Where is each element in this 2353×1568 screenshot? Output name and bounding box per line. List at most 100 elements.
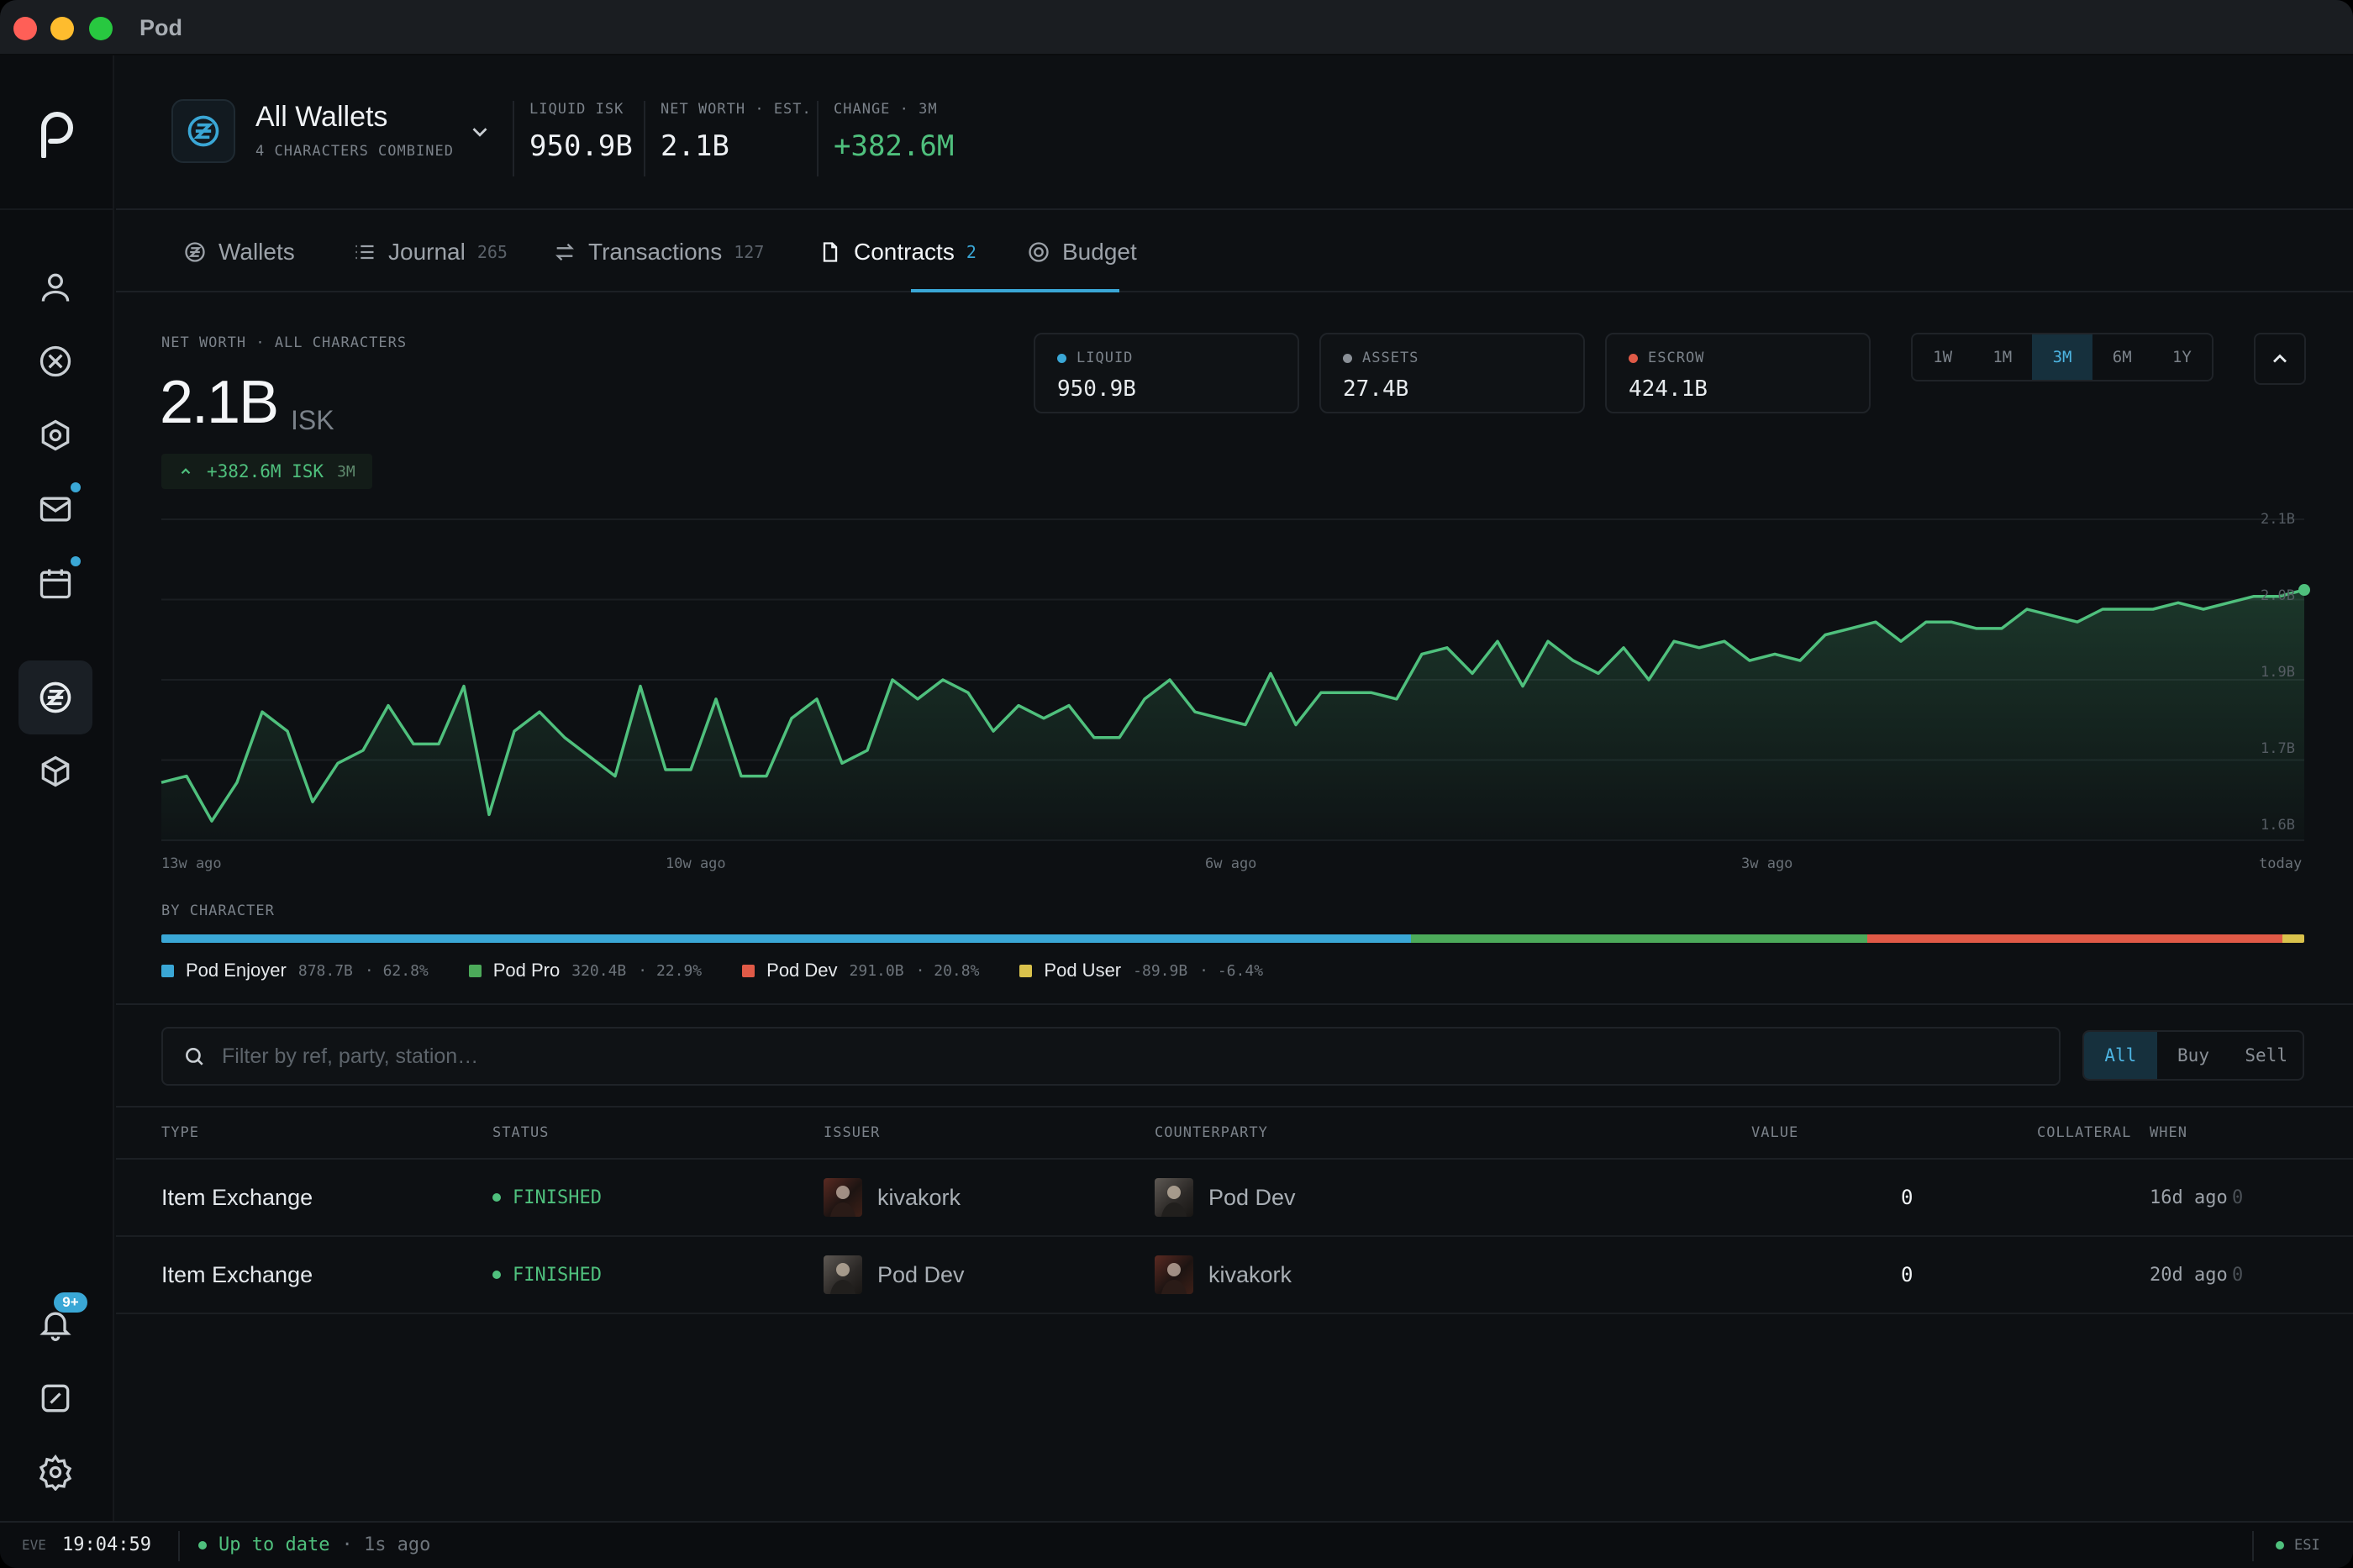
stat-liquid-isk: LIQUID ISK 950.9B <box>513 101 633 176</box>
kpi-value: 950.9B <box>1057 376 1136 402</box>
networth-label: NET WORTH · ALL CHARACTERS <box>161 334 408 351</box>
kpi-assets: ASSETS 27.4B <box>1319 333 1585 413</box>
sidebar-item-skills[interactable] <box>18 324 92 398</box>
cell-issuer[interactable]: Pod Dev <box>824 1237 965 1313</box>
wallet-selector-icon-box[interactable] <box>171 99 235 163</box>
avatar <box>1155 1178 1193 1217</box>
column-header-issuer[interactable]: ISSUER <box>824 1124 881 1141</box>
range-1w[interactable]: 1W <box>1933 348 1953 366</box>
status-dot <box>492 1193 501 1202</box>
cell-collateral: 0 <box>2232 1264 2244 1286</box>
x-tick-label: 13w ago <box>161 855 222 872</box>
sidebar-item-settings[interactable] <box>18 1435 92 1509</box>
by-character-segment <box>161 934 1411 943</box>
wallet-icon <box>39 681 71 713</box>
stat-label: NET WORTH · EST. <box>661 101 812 118</box>
tab-label: Wallets <box>218 239 295 265</box>
section-divider <box>116 1003 2353 1005</box>
fitting-icon <box>41 419 70 451</box>
legend-swatch <box>1019 964 1033 977</box>
range-1y[interactable]: 1Y <box>2171 348 2192 366</box>
filter-all[interactable]: All <box>2084 1032 2157 1079</box>
tab-budget[interactable]: Budget <box>1003 212 1161 292</box>
status-bar: EVE 19:04:59 Up to date · 1s ago ESI <box>0 1521 2353 1568</box>
collapse-chart-button[interactable] <box>2254 333 2306 385</box>
cell-value: 0 <box>1901 1186 1913 1209</box>
change-value: +382.6M ISK <box>207 461 324 481</box>
range-selector: 1W 1M 3M 6M 1Y <box>1911 333 2214 381</box>
column-header-collateral[interactable]: COLLATERAL <box>2037 1124 2132 1141</box>
stat-value: 950.9B <box>529 129 633 163</box>
target-icon <box>1029 242 1049 262</box>
search-input[interactable]: Filter by ref, party, station… <box>222 1044 479 1068</box>
sync-status-text: Up to date <box>218 1534 330 1555</box>
range-6m[interactable]: 6M <box>2112 348 2132 366</box>
column-header-type[interactable]: TYPE <box>161 1124 199 1141</box>
column-header-status[interactable]: STATUS <box>492 1124 550 1141</box>
legend-item-pod-user: Pod User -89.9B · -6.4% <box>1019 960 1263 981</box>
tab-label: Journal <box>388 239 466 265</box>
sidebar-item-timers[interactable] <box>18 1361 92 1435</box>
chart-area-fill <box>161 590 2304 840</box>
y-tick-label: 1.7B <box>2261 740 2295 757</box>
chevron-down-icon[interactable] <box>467 119 492 145</box>
sidebar-item-calendar[interactable] <box>18 546 92 620</box>
legend-item-pod-pro: Pod Pro 320.4B · 22.9% <box>468 960 702 981</box>
filter-sell[interactable]: Sell <box>2245 1045 2287 1066</box>
table-row[interactable]: Item Exchange FINISHED Pod Dev kivakork … <box>116 1237 2353 1314</box>
sidebar-item-wallet[interactable] <box>18 660 92 734</box>
wallet-header: All Wallets 4 CHARACTERS COMBINED LIQUID… <box>116 55 2353 210</box>
tab-journal[interactable]: Journal 265 <box>329 212 531 292</box>
column-header-value[interactable]: VALUE <box>1751 1124 1799 1141</box>
mail-unread-dot <box>71 482 81 492</box>
sidebar-item-notifications[interactable]: 9+ <box>18 1287 92 1361</box>
search-icon <box>186 1048 203 1066</box>
maximize-window-button[interactable] <box>89 17 113 40</box>
legend-value: -89.9B <box>1133 961 1188 980</box>
x-tick-label: today <box>2259 855 2303 872</box>
cell-type: Item Exchange <box>161 1184 313 1210</box>
wallet-subtitle: 4 CHARACTERS COMBINED <box>255 143 454 160</box>
filter-buy[interactable]: Buy <box>2177 1045 2209 1066</box>
by-character-segment <box>2282 934 2304 943</box>
kpi-label: ESCROW <box>1648 350 1705 366</box>
tab-count: 127 <box>734 242 765 262</box>
tab-contracts[interactable]: Contracts 2 <box>795 212 1000 292</box>
change-period: 3M <box>337 462 355 481</box>
sidebar-item-assets[interactable] <box>18 734 92 808</box>
tab-bar: Wallets Journal 265 Transactions 127 Con… <box>116 212 2353 292</box>
status-separator <box>2252 1531 2254 1561</box>
close-window-button[interactable] <box>13 17 37 40</box>
cell-status: FINISHED <box>492 1160 602 1235</box>
sidebar-item-fitting[interactable] <box>18 398 92 472</box>
eve-time: 19:04:59 <box>62 1534 151 1555</box>
table-row[interactable]: Item Exchange FINISHED kivakork Pod Dev … <box>116 1160 2353 1237</box>
kpi-escrow: ESCROW 424.1B <box>1605 333 1871 413</box>
by-character-segment <box>1410 934 1867 943</box>
tab-wallets[interactable]: Wallets <box>160 212 318 292</box>
wallet-icon <box>187 115 219 147</box>
range-1m[interactable]: 1M <box>1992 348 2013 366</box>
tab-transactions[interactable]: Transactions 127 <box>529 212 787 292</box>
cell-issuer[interactable]: kivakork <box>824 1160 961 1235</box>
avatar <box>1155 1255 1193 1294</box>
tab-count: 265 <box>476 242 508 262</box>
range-3m[interactable]: 3M <box>2032 334 2092 380</box>
column-header-when[interactable]: WHEN <box>2150 1124 2187 1141</box>
legend-item-pod-dev: Pod Dev 291.0B · 20.8% <box>742 960 979 981</box>
sidebar-item-mail[interactable] <box>18 472 92 546</box>
document-icon <box>823 242 838 262</box>
cell-counterparty[interactable]: Pod Dev <box>1155 1160 1296 1235</box>
wallet-name[interactable]: All Wallets <box>255 101 388 133</box>
sidebar-item-character[interactable] <box>18 250 92 324</box>
kpi-liquid: LIQUID 950.9B <box>1034 333 1299 413</box>
minimize-window-button[interactable] <box>50 17 74 40</box>
y-tick-label: 2.0B <box>2261 587 2295 604</box>
stat-change: CHANGE · 3M +382.6M <box>817 101 954 176</box>
window-title: Pod <box>139 15 182 40</box>
column-header-counterparty[interactable]: COUNTERPARTY <box>1155 1124 1268 1141</box>
counterparty-name: kivakork <box>1208 1261 1292 1287</box>
filter-box[interactable]: Filter by ref, party, station… <box>161 1027 2061 1086</box>
cell-counterparty[interactable]: kivakork <box>1155 1237 1292 1313</box>
chart-endpoint-dot <box>2298 584 2310 597</box>
